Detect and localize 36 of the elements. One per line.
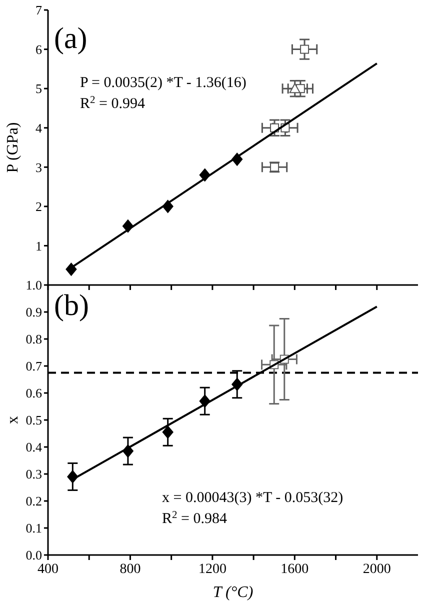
y-tick-label: 4 (36, 120, 42, 136)
x-tick-label: 2000 (362, 562, 391, 577)
y-tick-label: 0.7 (26, 358, 42, 374)
point (162, 426, 174, 439)
annotation: P = 0.0035(2) *T - 1.36(16) (80, 75, 246, 91)
y-tick-label: 0.6 (26, 386, 42, 401)
y-tick-label: 0.0 (26, 548, 42, 563)
x-tick-label: 400 (38, 562, 58, 577)
y-tick-label: 0.8 (26, 332, 42, 347)
y-tick-label: 7 (36, 2, 42, 18)
y-tick-label: 0.2 (26, 494, 42, 509)
y-tick-label: 0.5 (26, 412, 42, 428)
annotation: R$^{2}$ = 0.984 (162, 510, 228, 527)
point (66, 262, 77, 276)
chart-title: (b) (54, 289, 89, 322)
x-tick-label: 800 (120, 562, 141, 577)
annotation: x = 0.00043(3) *T - 0.053(32) (162, 490, 344, 506)
point (300, 44, 310, 54)
y-tick-label: 1.0 (26, 278, 42, 293)
y-axis-title: P (GPa) (4, 122, 22, 173)
y-axis-title: x (4, 416, 22, 424)
annotation: R$^{2}$ = 0.994 (80, 94, 146, 112)
chart-title: (a) (54, 22, 88, 55)
x-axis-title: T (°C) (212, 584, 254, 601)
y-tick-label: 6 (36, 42, 42, 57)
x-tick-label: 1200 (198, 562, 226, 577)
point (289, 83, 300, 94)
y-tick-label: 0.3 (26, 466, 42, 482)
y-tick-label: 0.1 (26, 520, 42, 536)
y-tick-label: 3 (36, 160, 42, 175)
x-tick-label: 1600 (280, 562, 309, 577)
y-tick-label: 0.4 (26, 440, 42, 455)
y-tick-label: 1 (36, 238, 42, 254)
y-tick-label: 5 (36, 81, 42, 96)
y-tick-label: 0.9 (26, 304, 42, 320)
y-tick-label: 2 (36, 199, 42, 214)
